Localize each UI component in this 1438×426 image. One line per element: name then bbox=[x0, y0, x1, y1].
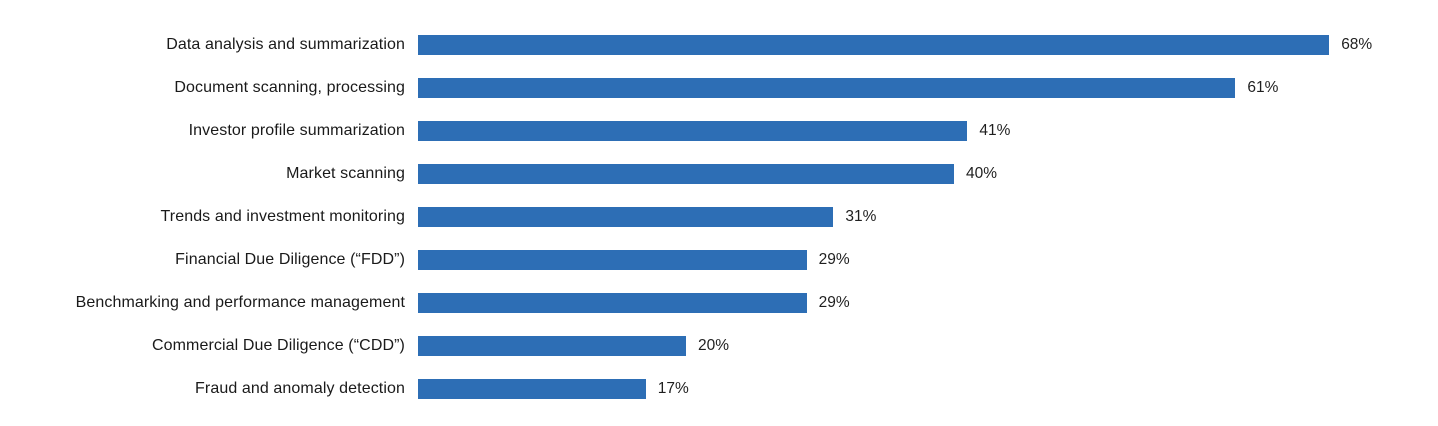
bar-track: 40% bbox=[418, 152, 1438, 195]
bar-track: 31% bbox=[418, 195, 1438, 238]
bar bbox=[418, 249, 807, 270]
category-label: Trends and investment monitoring bbox=[160, 207, 405, 225]
bar-track: 29% bbox=[418, 238, 1438, 281]
bar bbox=[418, 378, 646, 399]
value-label: 20% bbox=[698, 336, 730, 354]
chart-row: Trends and investment monitoring 31% bbox=[0, 195, 1438, 238]
bar-track: 41% bbox=[418, 109, 1438, 152]
category-label: Document scanning, processing bbox=[174, 78, 405, 96]
category-label: Investor profile summarization bbox=[188, 121, 405, 139]
bar-track: 20% bbox=[418, 324, 1438, 367]
chart-row: Market scanning 40% bbox=[0, 152, 1438, 195]
category-label: Benchmarking and performance management bbox=[75, 293, 405, 311]
category-label: Fraud and anomaly detection bbox=[195, 379, 405, 397]
bar bbox=[418, 335, 686, 356]
category-label: Commercial Due Diligence (“CDD”) bbox=[151, 336, 405, 354]
value-label: 29% bbox=[818, 250, 850, 268]
value-label: 40% bbox=[966, 164, 998, 182]
value-label: 61% bbox=[1247, 78, 1279, 96]
value-label: 68% bbox=[1341, 35, 1373, 53]
chart-row: Fraud and anomaly detection 17% bbox=[0, 367, 1438, 410]
value-label: 41% bbox=[979, 121, 1011, 139]
chart-row: Commercial Due Diligence (“CDD”) 20% bbox=[0, 324, 1438, 367]
bar-track: 17% bbox=[418, 367, 1438, 410]
chart-row: Benchmarking and performance management 2… bbox=[0, 281, 1438, 324]
chart-row: Investor profile summarization 41% bbox=[0, 109, 1438, 152]
category-label: Financial Due Diligence (“FDD”) bbox=[175, 250, 405, 268]
value-label: 29% bbox=[818, 293, 850, 311]
bar bbox=[418, 292, 807, 313]
bar bbox=[418, 206, 834, 227]
bar bbox=[418, 77, 1236, 98]
bar bbox=[418, 163, 954, 184]
bar bbox=[418, 120, 968, 141]
chart-row: Data analysis and summarization 68% bbox=[0, 23, 1438, 66]
bar-track: 68% bbox=[418, 23, 1438, 66]
chart-row: Document scanning, processing 61% bbox=[0, 66, 1438, 109]
value-label: 31% bbox=[845, 207, 877, 225]
category-label: Data analysis and summarization bbox=[166, 35, 405, 53]
chart-row: Financial Due Diligence (“FDD”) 29% bbox=[0, 238, 1438, 281]
bar-track: 61% bbox=[418, 66, 1438, 109]
bar-track: 29% bbox=[418, 281, 1438, 324]
bar bbox=[418, 34, 1330, 55]
value-label: 17% bbox=[657, 379, 689, 397]
category-label: Market scanning bbox=[286, 164, 405, 182]
